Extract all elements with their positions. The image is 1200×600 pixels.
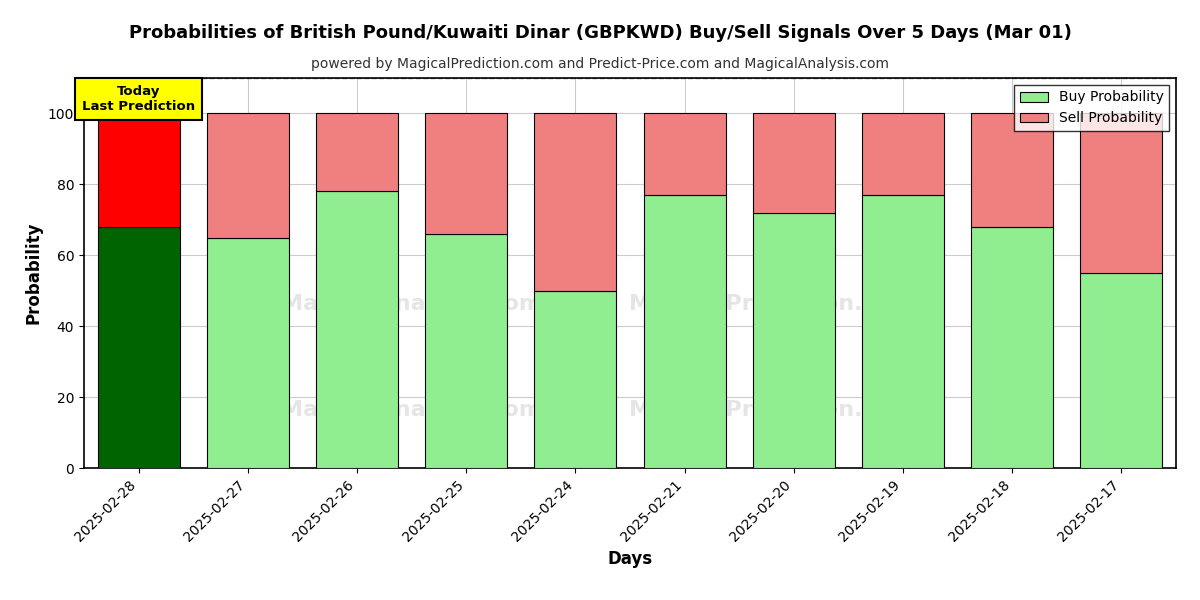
Bar [752,113,835,213]
X-axis label: Days: Days [607,550,653,568]
Bar [1080,273,1163,468]
Text: MagicalPrediction.com: MagicalPrediction.com [629,294,914,314]
Text: MagicalPrediction.com: MagicalPrediction.com [629,400,914,419]
Text: Probabilities of British Pound/Kuwaiti Dinar (GBPKWD) Buy/Sell Signals Over 5 Da: Probabilities of British Pound/Kuwaiti D… [128,24,1072,42]
Text: Today
Last Prediction: Today Last Prediction [82,85,196,113]
Bar [752,213,835,468]
Bar [971,227,1054,468]
Bar [534,113,617,291]
Bar [206,113,289,238]
Bar [643,195,726,468]
Bar [862,195,944,468]
Bar [97,113,180,227]
Bar [425,113,508,234]
Bar [534,291,617,468]
Y-axis label: Probability: Probability [24,222,42,324]
Bar [316,113,398,191]
Text: MagicalAnalysis.com: MagicalAnalysis.com [281,400,542,419]
Bar [97,227,180,468]
Text: powered by MagicalPrediction.com and Predict-Price.com and MagicalAnalysis.com: powered by MagicalPrediction.com and Pre… [311,57,889,71]
Bar [206,238,289,468]
Text: MagicalAnalysis.com: MagicalAnalysis.com [281,294,542,314]
Bar [425,234,508,468]
Bar [1080,113,1163,273]
Legend: Buy Probability, Sell Probability: Buy Probability, Sell Probability [1014,85,1169,131]
Bar [316,191,398,468]
Bar [862,113,944,195]
Bar [971,113,1054,227]
Bar [643,113,726,195]
